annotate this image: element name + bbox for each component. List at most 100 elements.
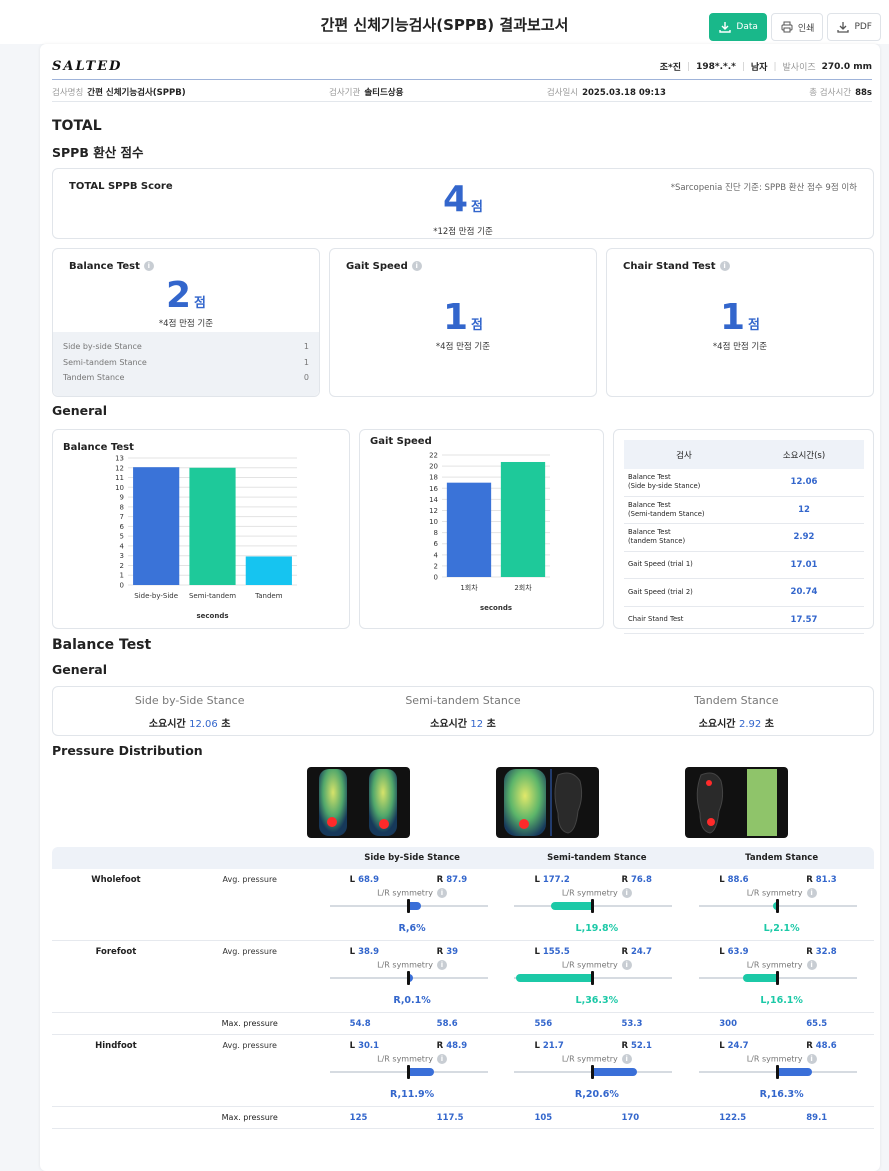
- y-tick-label: 16: [429, 485, 438, 493]
- report-sheet: SALTED 조*진 | 198*.*.* | 남자 | 발사이즈 270.0 …: [40, 44, 880, 1171]
- bar: [500, 461, 546, 577]
- symmetry-cell: L 38.9 R 39 L/R symmetry i R,0.1%: [320, 941, 505, 1012]
- list-item: Semi-tandem Stance 1: [63, 357, 309, 367]
- patient-name: 조*진: [659, 63, 682, 73]
- stance-time-grid: Side by-Side Stance 소요시간 12.06 초 Semi-ta…: [52, 686, 874, 736]
- region-label: Hindfoot: [95, 1041, 137, 1051]
- y-tick-label: 0: [120, 582, 124, 590]
- y-tick-label: 8: [434, 529, 438, 537]
- table-row: Wholefoot Avg. pressure L 68.9 R 87.9 L/R sy…: [52, 869, 874, 941]
- pdf-button-label: PDF: [854, 22, 872, 32]
- chair-card-title: Chair Stand Test: [623, 261, 716, 272]
- balance-score-note: *4점 만점 기준: [158, 319, 214, 329]
- symmetry-center-marker: [591, 971, 595, 985]
- x-tick-label: Side-by-Side: [134, 592, 178, 600]
- symmetry-cell: L 177.2 R 76.8 L/R symmetry i L,19.8%: [504, 869, 689, 940]
- region-label: Wholefoot: [91, 875, 141, 885]
- print-button[interactable]: 인쇄: [770, 13, 824, 41]
- info-icon[interactable]: i: [621, 1054, 632, 1064]
- symmetry-bar: [408, 902, 422, 910]
- y-tick-label: 2: [434, 562, 438, 570]
- info-icon[interactable]: i: [436, 1054, 447, 1064]
- bar: [245, 556, 292, 585]
- symmetry-value: R,6%: [398, 923, 426, 934]
- table-row: Chair Stand Test 17.57: [624, 607, 864, 634]
- x-axis-label: seconds: [480, 604, 512, 612]
- pdf-button[interactable]: PDF: [827, 13, 881, 41]
- info-icon[interactable]: i: [806, 960, 817, 970]
- exam-name: 검사명칭 간편 신체기능검사(SPPB): [52, 87, 186, 98]
- x-tick-label: Tandem: [254, 592, 283, 600]
- exam-info-row: 검사명칭 간편 신체기능검사(SPPB) 검사기관 솔티드상용 검사일시 2025.0…: [52, 82, 872, 102]
- x-axis-label: seconds: [196, 612, 228, 620]
- info-icon[interactable]: i: [621, 960, 632, 970]
- patient-gender: 남자: [750, 63, 768, 73]
- info-icon[interactable]: i: [436, 960, 447, 970]
- info-icon[interactable]: i: [621, 888, 632, 898]
- printer-icon: [781, 21, 793, 33]
- info-icon[interactable]: i: [719, 261, 730, 271]
- max-pressure-label: Max. pressure: [221, 1019, 278, 1028]
- exam-date: 검사일시 2025.03.18 09:13: [546, 87, 666, 98]
- y-tick-label: 14: [429, 496, 438, 504]
- table-row: Hindfoot Avg. pressure L 30.1 R 48.9 L/R sym…: [52, 1035, 874, 1107]
- chair-score-note: *4점 만점 기준: [712, 342, 768, 352]
- balance-card-title: Balance Test: [69, 261, 140, 272]
- symmetry-value: R,11.9%: [390, 1089, 435, 1100]
- balance-chart-card: Balance Test 0 1 2 3 4 5 6 7 8 9 10 11 12 13 Side-by-Si…: [52, 429, 350, 629]
- symmetry-bar: [772, 902, 778, 910]
- table-row: Max. pressure 54.8 58.6 556 53.3 300 65.5: [52, 1013, 874, 1035]
- y-tick-label: 13: [115, 455, 124, 463]
- y-tick-label: 20: [429, 463, 438, 471]
- total-score-note: *12점 만점 기준: [433, 227, 493, 237]
- symmetry-value: R,16.3%: [759, 1089, 804, 1100]
- chart-title: Gait Speed: [370, 436, 432, 447]
- info-icon[interactable]: i: [436, 888, 447, 898]
- symmetry-bar: [743, 974, 778, 982]
- table-header: Side by-Side Stance Semi-tandem Stance T…: [52, 847, 874, 869]
- symmetry-cell: L 63.9 R 32.8 L/R symmetry i L,16.1%: [689, 941, 874, 1012]
- symmetry-value: R,0.1%: [393, 995, 431, 1006]
- total-score-card: TOTAL SPPB Score *Sarcopenia 진단 기준: SPPB…: [52, 168, 874, 239]
- bar: [189, 467, 236, 585]
- patient-info: 조*진 | 198*.*.* | 남자 | 발사이즈 270.0 mm: [659, 61, 872, 74]
- y-tick-label: 6: [434, 540, 439, 548]
- print-button-label: 인쇄: [797, 23, 815, 34]
- symmetry-cell: L 155.5 R 24.7 L/R symmetry i L,36.3%: [504, 941, 689, 1012]
- symmetry-center-marker: [776, 1065, 780, 1079]
- y-tick-label: 10: [429, 518, 438, 526]
- table-row: Balance Test (tandem Stance) 2.92: [624, 524, 864, 552]
- exam-duration: 총 검사시간 88s: [809, 87, 872, 98]
- list-item: Side by-side Stance 1: [63, 342, 309, 351]
- y-tick-label: 5: [120, 533, 124, 541]
- data-download-button[interactable]: Data: [709, 13, 767, 41]
- x-tick-label: 1회차: [460, 583, 478, 592]
- table-row: Balance Test (Semi-tandem Stance) 12: [624, 497, 864, 524]
- gait-chart-card: Gait Speed 0 2 4 6 8 10 12 14 16 18 20 22 1회차 2회차 secon…: [359, 429, 604, 629]
- chart-title: Balance Test: [63, 442, 134, 453]
- brand-row: SALTED 조*진 | 198*.*.* | 남자 | 발사이즈 270.0 …: [52, 54, 872, 80]
- pressure-image-tandem: [685, 767, 788, 838]
- stance-semi-tandem: Semi-tandem Stance 소요시간 12 초: [405, 694, 521, 730]
- max-pressure-cell: 105 170: [534, 1112, 640, 1123]
- region-label: Forefoot: [95, 947, 137, 957]
- symmetry-cell: L 24.7 R 48.6 L/R symmetry i R,16.3%: [689, 1035, 874, 1106]
- x-tick-label: 2회차: [514, 583, 532, 592]
- gait-bar-chart: Gait Speed 0 2 4 6 8 10 12 14 16 18 20 22 1회차 2회차 secon…: [370, 436, 550, 612]
- y-tick-label: 8: [120, 503, 124, 511]
- stance-tandem: Tandem Stance 소요시간 2.92 초: [694, 694, 779, 730]
- symmetry-value: R,20.6%: [574, 1089, 619, 1100]
- info-icon[interactable]: i: [806, 888, 817, 898]
- info-icon[interactable]: i: [806, 1054, 817, 1064]
- pressure-image-semi-tandem: [496, 767, 599, 838]
- balance-section-heading: Balance Test: [52, 637, 152, 653]
- info-icon[interactable]: i: [411, 261, 422, 271]
- symmetry-cell: L 88.6 R 81.3 L/R symmetry i L,2.1%: [689, 869, 874, 940]
- y-tick-label: 22: [429, 452, 438, 460]
- bar: [446, 482, 492, 577]
- info-icon[interactable]: i: [143, 261, 154, 271]
